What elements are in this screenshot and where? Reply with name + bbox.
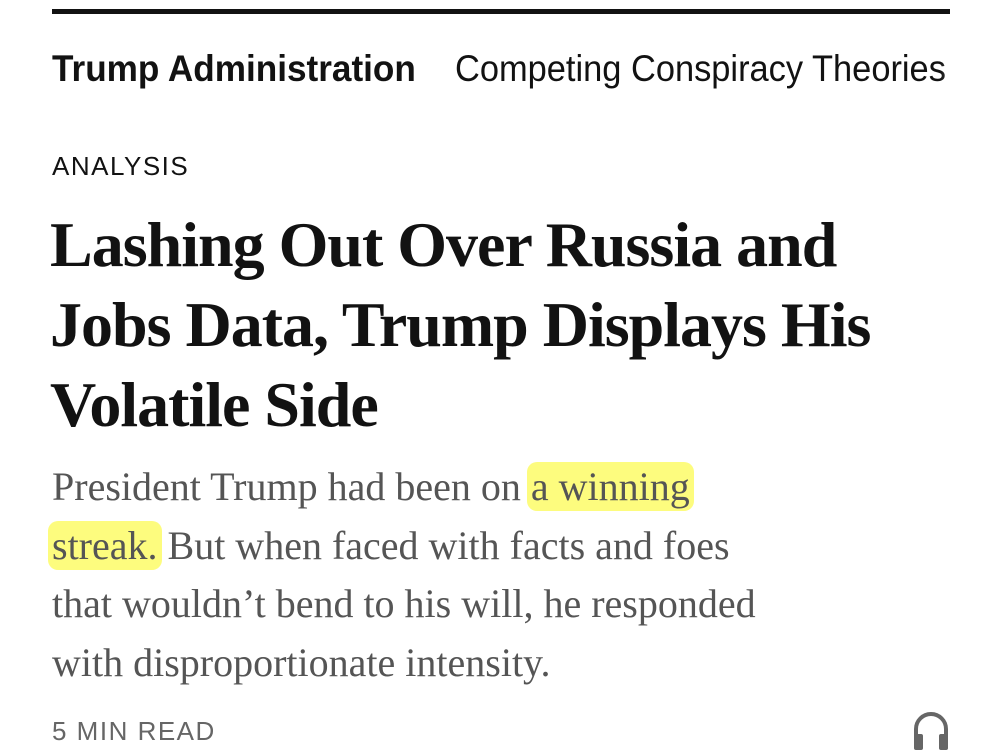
summary-text: President Trump had been on	[52, 464, 531, 509]
section-nav: Trump Administration Competing Conspiracy…	[52, 44, 1000, 94]
headline-line: Jobs Data, Trump Displays His	[50, 289, 871, 360]
article-summary: President Trump had been on a winning st…	[48, 458, 756, 692]
read-time: 5 MIN READ	[52, 716, 216, 746]
summary-text: with disproportionate intensity.	[52, 639, 551, 685]
highlighted-text: a winning	[526, 462, 694, 511]
nav-item-competing-conspiracy[interactable]: Competing Conspiracy Theories	[455, 48, 946, 89]
headphones-icon[interactable]	[912, 710, 950, 750]
headline-line: Lashing Out Over Russia and	[50, 209, 837, 280]
nav-fade	[940, 40, 1000, 100]
nav-item-trump-administration[interactable]: Trump Administration	[52, 48, 416, 89]
headline-line: Volatile Side	[50, 369, 379, 440]
highlighted-text: streak.	[48, 520, 162, 570]
article-kicker: ANALYSIS	[52, 151, 190, 181]
summary-text: But when faced with facts and foes	[157, 522, 730, 568]
summary-text: that wouldn’t bend to his will, he respo…	[52, 581, 756, 626]
article-headline[interactable]: Lashing Out Over Russia and Jobs Data, T…	[50, 205, 871, 445]
top-rule	[52, 9, 950, 14]
